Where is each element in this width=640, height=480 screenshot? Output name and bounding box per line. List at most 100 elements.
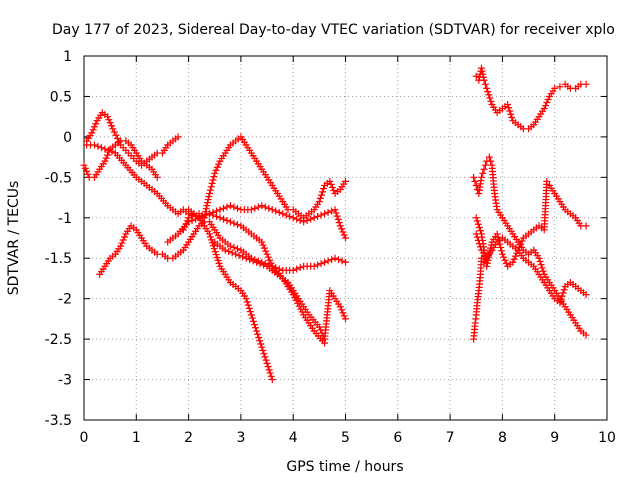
data-point [481,80,489,88]
data-point [246,308,254,316]
data-point [101,145,109,153]
data-point [262,247,270,255]
y-tick-label: -1 [58,211,72,227]
data-point [515,243,523,251]
data-point [582,291,590,299]
data-point [230,219,238,227]
data-point [324,257,332,265]
data-point [558,292,566,300]
data-point [233,221,241,229]
data-point [493,230,501,238]
data-point [117,242,125,250]
data-point [206,233,214,241]
data-point [210,173,218,181]
data-point [243,298,251,306]
data-point [328,207,336,215]
x-tick-label: 10 [598,430,616,446]
data-point [320,185,328,193]
data-point [556,83,564,91]
data-point [559,289,567,297]
y-tick-label: -2.5 [45,332,72,348]
series-s10 [470,153,590,339]
data-point [223,203,231,211]
data-point [560,286,568,294]
data-point [265,204,273,212]
data-point [487,97,495,105]
data-point [207,183,215,191]
data-point [286,212,294,220]
data-point [538,264,546,272]
data-point [214,256,222,264]
data-point [326,177,334,185]
data-point [266,369,274,377]
data-point [205,193,213,201]
data-point [119,236,127,244]
data-point [245,304,253,312]
x-tick-label: 9 [550,430,559,446]
data-points [80,64,590,384]
data-point [118,239,126,247]
data-point [252,324,260,332]
data-point [556,299,564,307]
data-point [212,212,220,220]
data-point [472,181,480,189]
data-point [494,233,502,241]
data-point [478,67,486,75]
data-point [508,113,516,121]
data-point [259,346,267,354]
y-tick-label: -1.5 [45,251,72,267]
data-point [215,160,223,168]
data-point [88,129,96,137]
data-point [253,258,261,266]
data-point [261,203,269,211]
data-point [514,246,522,254]
data-point [244,301,252,309]
data-point [509,258,517,266]
data-point [484,256,492,264]
data-point [279,210,287,218]
data-point [259,241,267,249]
data-point [510,255,518,263]
data-point [513,249,521,257]
data-point [332,209,340,217]
x-tick-label: 6 [393,430,402,446]
data-point [501,256,509,264]
data-point [188,216,196,224]
data-point [582,222,590,230]
data-point [226,202,234,210]
data-point [153,173,161,181]
data-point [315,198,323,206]
x-tick-label: 5 [341,430,350,446]
data-point [264,253,272,261]
data-point [338,306,346,314]
data-point [331,206,339,214]
data-point [267,259,275,267]
data-point [314,212,322,220]
x-tick-label: 7 [446,430,455,446]
data-point [215,259,223,267]
data-point [212,166,220,174]
data-point [480,165,488,173]
series-s7 [211,238,349,343]
data-point [212,251,220,259]
axis-ticks [83,55,608,421]
x-tick-label: 1 [132,430,141,446]
data-point [104,151,112,159]
data-point [104,113,112,121]
data-point [251,204,259,212]
data-point [310,214,318,222]
y-axis-label: SDTVAR / TECUs [6,181,22,296]
data-point [84,170,92,178]
data-point [258,238,266,246]
y-tick-label: -3.5 [45,413,72,429]
data-point [543,177,551,185]
data-point [213,253,221,261]
y-tick-label: 0.5 [50,89,72,105]
data-point [517,240,525,248]
data-point [542,102,550,110]
data-point [335,256,343,264]
series-s5 [179,133,349,234]
data-point [472,72,480,80]
data-point [296,264,304,272]
data-point [316,194,324,202]
